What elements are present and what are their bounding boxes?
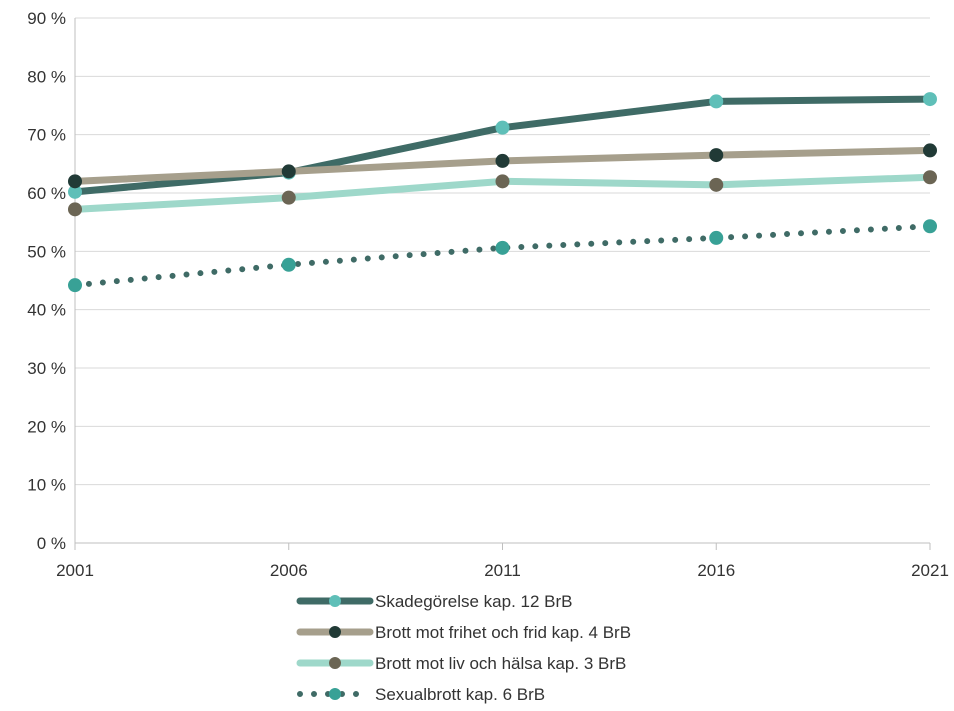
legend-item: Skadegörelse kap. 12 BrB [296,592,573,611]
series-line [72,223,933,289]
data-point [709,148,724,163]
legend-swatch-marker [329,688,341,700]
series-3 [68,170,937,217]
y-tick-label: 20 % [27,417,66,436]
x-tick-label: 2016 [697,561,735,580]
y-tick-label: 60 % [27,184,66,203]
legend-swatch-marker [329,626,341,638]
data-point [281,164,296,179]
x-tick-label: 2006 [270,561,308,580]
tick-labels: 0 % 10 % 20 % 30 % 40 % 50 % 60 % 70 % 80 % 90 % 2… [27,9,949,580]
legend-label: Brott mot frihet och frid kap. 4 BrB [375,623,631,642]
data-point [709,94,724,109]
x-tick-label: 2021 [911,561,949,580]
legend-item: Brott mot liv och hälsa kap. 3 BrB [296,654,626,673]
legend-swatch-marker [329,657,341,669]
data-point [68,202,82,217]
x-tick-label: 2001 [56,561,94,580]
data-point [709,230,724,245]
y-tick-label: 80 % [27,67,66,86]
y-tick-label: 10 % [27,476,66,495]
legend-item: Brott mot frihet och frid kap. 4 BrB [296,623,631,642]
data-point [709,177,724,192]
data-point [923,143,937,158]
y-tick-label: 30 % [27,359,66,378]
data-point [495,153,510,168]
legend-label: Skadegörelse kap. 12 BrB [375,592,573,611]
y-tick-label: 0 % [37,534,66,553]
series-2 [68,143,937,189]
y-tick-label: 40 % [27,301,66,320]
series-4 [68,219,937,293]
legend-label: Brott mot liv och hälsa kap. 3 BrB [375,654,626,673]
data-point [68,278,82,293]
y-tick-label: 90 % [27,9,66,28]
data-point [923,92,937,107]
data-point [281,190,296,205]
data-point [923,170,937,185]
series [68,92,937,293]
data-point [68,174,82,189]
legend-label: Sexualbrott kap. 6 BrB [375,685,545,704]
legend: Skadegörelse kap. 12 BrB Brott mot frihet… [296,592,631,704]
data-point [495,120,510,135]
legend-swatch-marker [329,595,341,607]
x-tick-label: 2011 [484,561,521,580]
y-tick-label: 70 % [27,126,66,145]
data-point [495,174,510,189]
legend-item: Sexualbrott kap. 6 BrB [297,685,545,704]
data-point [281,257,296,272]
y-tick-label: 50 % [27,242,66,261]
data-point [495,240,510,255]
data-point [923,219,937,234]
data-point [68,184,82,199]
